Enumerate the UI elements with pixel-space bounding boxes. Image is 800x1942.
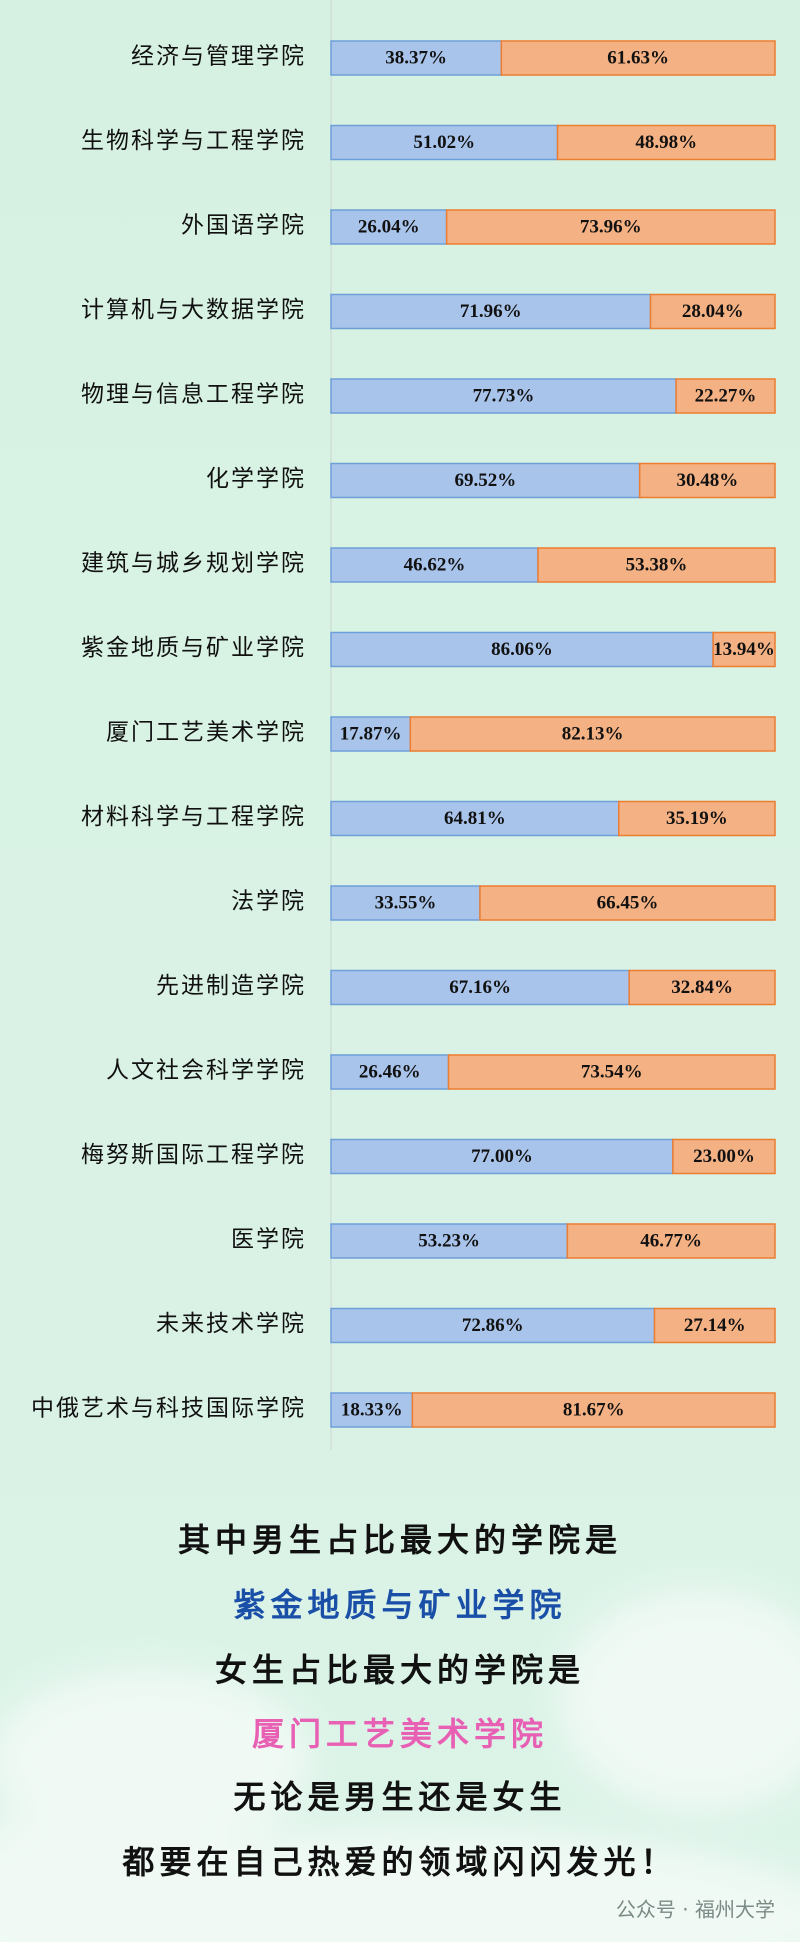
value-label: 28.04%: [682, 301, 744, 322]
bar-segment: [330, 800, 620, 837]
annotation: 紫金地质与矿业学院: [233, 1586, 566, 1624]
value-label: 17.87%: [340, 723, 402, 744]
bar-segment: [556, 124, 776, 161]
value-label: 81.67%: [563, 1399, 625, 1420]
category-label: 计算机与大数据学院: [81, 297, 306, 322]
category-label: 中俄艺术与科技国际学院: [31, 1395, 306, 1420]
bar-segment: [566, 1223, 776, 1259]
category-label: 医学院: [231, 1226, 306, 1251]
bar-segment: [330, 40, 503, 76]
category-label: 人文社会科学学院: [106, 1057, 306, 1082]
category-label: 紫金地质与矿业学院: [81, 635, 306, 660]
bar-segment: [330, 631, 714, 668]
annotation: 无论是男生还是女生: [233, 1778, 566, 1816]
category-label: 先进制造学院: [156, 973, 306, 998]
value-label: 13.94%: [713, 639, 775, 660]
cloud: [560, 1590, 800, 1810]
value-label: 73.96%: [580, 216, 642, 237]
bar-segment: [330, 716, 412, 752]
category-label: 生物科学与工程学院: [81, 128, 306, 153]
bar-segment: [330, 547, 539, 583]
value-label: 53.23%: [418, 1230, 480, 1251]
value-label: 46.77%: [640, 1230, 702, 1251]
category-label: 法学院: [231, 888, 306, 913]
category-label: 化学学院: [206, 466, 306, 491]
value-label: 64.81%: [444, 808, 506, 829]
bar-segment: [618, 800, 776, 837]
bar-segment: [447, 1054, 776, 1090]
bar-segment: [330, 378, 677, 414]
category-label: 未来技术学院: [156, 1311, 306, 1336]
value-label: 61.63%: [607, 47, 669, 68]
bar-segment: [675, 378, 776, 414]
category-label: 材料科学与工程学院: [81, 804, 306, 829]
value-label: 69.52%: [454, 470, 516, 491]
bar-segment: [672, 1138, 776, 1175]
bar-segment: [330, 293, 652, 330]
bar-segment: [653, 1307, 776, 1344]
value-label: 23.00%: [693, 1146, 755, 1167]
bar-segment: [330, 1392, 414, 1428]
annotation: 女生占比最大的学院是: [215, 1651, 585, 1689]
value-label: 77.73%: [473, 385, 535, 406]
value-label: 46.62%: [404, 554, 466, 575]
value-label: 30.48%: [676, 470, 738, 491]
bar-segment: [712, 631, 776, 668]
value-label: 72.86%: [462, 1315, 524, 1336]
bar-segment: [649, 293, 776, 330]
category-label: 建筑与城乡规划学院: [81, 550, 306, 575]
category-label: 外国语学院: [181, 212, 306, 237]
value-label: 26.04%: [358, 216, 420, 237]
bar-segment: [500, 40, 776, 76]
value-label: 66.45%: [597, 892, 659, 913]
bar-segment: [330, 209, 448, 245]
bar-segment: [537, 547, 776, 583]
plot-area: 经济与管理学院 38.37% 61.63% 生物科学与工程学院 51.02% 48.98%…: [31, 40, 776, 1428]
watermark: 公众号 · 福州大学: [616, 1898, 775, 1922]
value-label: 18.33%: [341, 1399, 403, 1420]
bar-segment: [411, 1392, 776, 1428]
value-label: 67.16%: [449, 977, 511, 998]
value-label: 51.02%: [413, 132, 475, 153]
bar-segment: [628, 969, 776, 1006]
annotation: 厦门工艺美术学院: [252, 1715, 548, 1753]
category-label: 物理与信息工程学院: [81, 381, 306, 406]
bar-segment: [330, 462, 641, 499]
cloud: [0, 1830, 800, 1942]
bar-segment: [330, 124, 559, 161]
value-label: 86.06%: [491, 639, 553, 660]
cloud: [0, 1810, 180, 1942]
clouds: [0, 1590, 800, 1942]
value-label: 32.84%: [671, 977, 733, 998]
value-label: 22.27%: [695, 385, 757, 406]
bar-segment: [479, 885, 776, 921]
value-label: 71.96%: [460, 301, 522, 322]
value-label: 53.38%: [626, 554, 688, 575]
value-label: 38.37%: [385, 47, 447, 68]
value-label: 35.19%: [666, 808, 728, 829]
bar-segment: [330, 885, 481, 921]
annotation: 都要在自己热爱的领域闪闪发光！: [121, 1843, 677, 1881]
category-label: 经济与管理学院: [131, 43, 306, 68]
value-label: 73.54%: [581, 1061, 643, 1082]
category-label: 厦门工艺美术学院: [106, 719, 306, 744]
value-label: 26.46%: [359, 1061, 421, 1082]
annotation: 其中男生占比最大的学院是: [178, 1521, 622, 1559]
value-label: 82.13%: [562, 723, 624, 744]
category-label: 梅努斯国际工程学院: [81, 1142, 306, 1167]
value-label: 33.55%: [375, 892, 437, 913]
bar-segment: [445, 209, 776, 245]
value-label: 77.00%: [471, 1146, 533, 1167]
value-label: 27.14%: [684, 1315, 746, 1336]
annotations: 其中男生占比最大的学院是紫金地质与矿业学院女生占比最大的学院是厦门工艺美术学院无…: [121, 1521, 677, 1881]
bar-segment: [330, 1054, 450, 1090]
bar-segment: [638, 462, 776, 499]
cloud: [0, 1670, 310, 1850]
bar-segment: [409, 716, 776, 752]
value-label: 48.98%: [635, 132, 697, 153]
